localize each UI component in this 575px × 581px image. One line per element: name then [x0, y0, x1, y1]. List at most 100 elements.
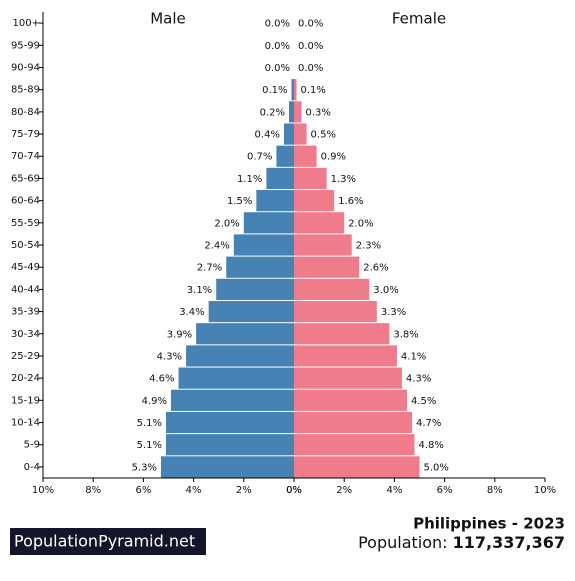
y-tick-label: 35-39	[11, 307, 40, 318]
bar	[178, 367, 294, 389]
bar	[294, 101, 302, 123]
bar	[233, 234, 294, 256]
y-tick-label: 95-99	[11, 40, 40, 51]
bar	[291, 79, 294, 101]
bar	[186, 345, 294, 367]
value-label: 3.8%	[393, 329, 418, 340]
value-label: 0.3%	[306, 107, 331, 118]
y-tick-label: 25-29	[11, 351, 40, 362]
series-name: Male	[150, 10, 186, 28]
value-label: 0.5%	[311, 130, 336, 141]
x-tick-label: 4%	[386, 485, 402, 496]
footer-title: Philippines - 2023	[413, 515, 565, 533]
y-tick-label: 60-64	[11, 196, 40, 207]
value-label: 3.3%	[381, 307, 406, 318]
y-tick-label: 50-54	[11, 240, 40, 251]
value-label: 1.5%	[227, 196, 252, 207]
value-label: 0.0%	[265, 63, 290, 74]
value-label: 1.6%	[338, 196, 363, 207]
bar	[294, 212, 345, 234]
y-tick-label: 20-24	[11, 373, 40, 384]
bar	[171, 389, 294, 411]
value-label: 0.0%	[298, 41, 323, 52]
brand: PopulationPyramid.net	[14, 532, 195, 551]
bar	[294, 323, 390, 345]
x-tick-label: 2%	[236, 485, 252, 496]
x-tick-label: 6%	[437, 485, 453, 496]
y-tick-label: 75-79	[11, 129, 40, 140]
value-label: 0.9%	[321, 152, 346, 163]
value-label: 5.1%	[137, 418, 162, 429]
value-label: 2.6%	[363, 263, 388, 274]
bar	[294, 278, 370, 300]
value-label: 0.1%	[301, 85, 326, 96]
x-tick-label: 4%	[186, 485, 202, 496]
y-tick-label: 65-69	[11, 173, 40, 184]
bar	[294, 456, 420, 478]
value-label: 4.8%	[418, 440, 443, 451]
value-label: 3.9%	[167, 329, 192, 340]
bar	[294, 256, 360, 278]
value-label: 0.0%	[298, 19, 323, 30]
bar	[294, 79, 297, 101]
x-tick-label: 10%	[534, 485, 556, 496]
bar	[266, 167, 294, 190]
value-label: 4.6%	[149, 374, 174, 385]
bar	[294, 345, 397, 367]
bar	[294, 434, 415, 456]
series-name: Female	[392, 10, 446, 28]
value-label: 0.0%	[265, 19, 290, 30]
value-label: 0.1%	[262, 85, 287, 96]
bar	[294, 389, 407, 411]
value-label: 0.7%	[247, 152, 272, 163]
population-label: Population:	[358, 533, 447, 552]
bar	[294, 190, 335, 212]
bar	[294, 367, 402, 389]
value-label: 4.7%	[416, 418, 441, 429]
value-label: 2.0%	[348, 218, 373, 229]
bar	[165, 411, 294, 434]
x-tick-label: 8%	[487, 485, 503, 496]
bar	[256, 190, 294, 212]
bar	[283, 123, 294, 145]
value-label: 1.1%	[237, 174, 262, 185]
value-label: 1.3%	[331, 174, 356, 185]
x-tick-label: 8%	[85, 485, 101, 496]
value-label: 3.4%	[179, 307, 204, 318]
bar	[165, 434, 294, 456]
x-tick-label: 0%	[286, 485, 302, 496]
y-tick-label: 45-49	[11, 262, 40, 273]
bar	[294, 123, 307, 145]
brand-box	[10, 528, 206, 555]
value-label: 5.0%	[424, 462, 449, 473]
value-label: 2.0%	[214, 218, 239, 229]
y-tick-label: 5-9	[24, 440, 40, 451]
bar	[208, 300, 294, 323]
bar	[294, 167, 327, 190]
bar	[276, 145, 294, 167]
population: Population: 117,337,367	[358, 533, 565, 552]
bar	[196, 323, 294, 345]
y-tick-label: 80-84	[11, 107, 40, 118]
value-label: 0.2%	[260, 107, 285, 118]
bar	[216, 278, 294, 300]
value-label: 2.3%	[356, 241, 381, 252]
y-tick-label: 0-4	[24, 462, 40, 473]
value-label: 3.0%	[373, 285, 398, 296]
y-tick-label: 10-14	[11, 418, 40, 429]
value-label: 4.5%	[411, 396, 436, 407]
value-label: 0.0%	[298, 63, 323, 74]
y-tick-label: 30-34	[11, 329, 40, 340]
bar	[160, 456, 294, 478]
bar	[288, 101, 294, 123]
value-label: 3.1%	[187, 285, 212, 296]
x-tick-label: 10%	[32, 485, 54, 496]
value-label: 0.0%	[265, 41, 290, 52]
value-label: 4.3%	[406, 374, 431, 385]
y-tick-label: 40-44	[11, 284, 40, 295]
value-label: 4.9%	[142, 396, 167, 407]
value-label: 2.4%	[204, 241, 229, 252]
bar	[294, 411, 412, 434]
bar	[226, 256, 294, 278]
